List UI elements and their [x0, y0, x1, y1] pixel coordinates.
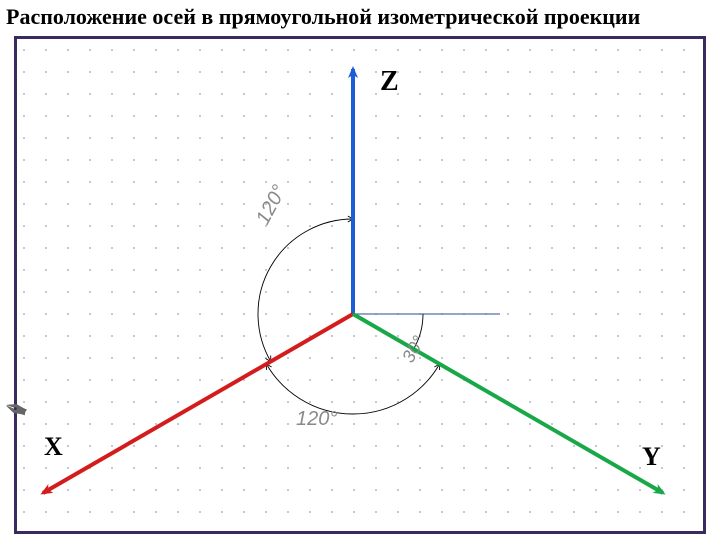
diagram-svg [0, 0, 720, 540]
angle-label-120-xy: 120° [296, 408, 337, 431]
axis-label-x: X [44, 432, 63, 462]
axis-label-y: Y [642, 442, 661, 472]
page: Расположение осей в прямоугольной изомет… [0, 0, 720, 540]
axis-label-z: Z [380, 66, 399, 98]
